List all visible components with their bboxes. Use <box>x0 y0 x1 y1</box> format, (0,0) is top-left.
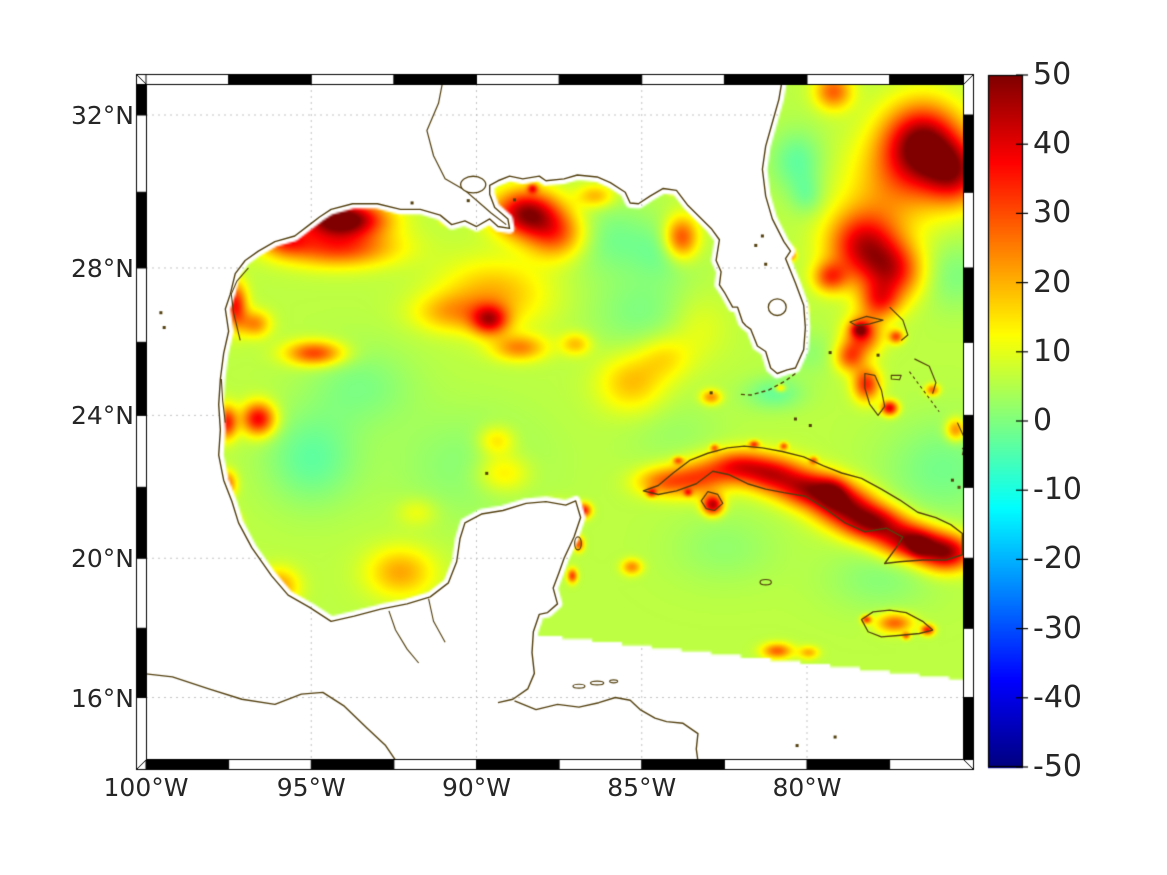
lat-tick-label: 16°N <box>70 683 134 713</box>
colorbar-tick-label: -40 <box>1033 679 1082 715</box>
lat-tick-label: 24°N <box>70 401 134 431</box>
colorbar-tick-label: 20 <box>1033 264 1072 300</box>
lon-tick-label: 80°W <box>772 773 842 802</box>
lon-tick-label: 85°W <box>607 773 677 802</box>
colorbar-tick-label: 0 <box>1033 403 1053 438</box>
colorbar-tick-label: 50 <box>1033 57 1072 92</box>
lat-tick-label: 28°N <box>70 253 134 283</box>
lon-tick-label: 100°W <box>103 773 189 802</box>
colorbar-tick-label: -10 <box>1033 472 1082 508</box>
lat-tick-label: 20°N <box>70 544 134 574</box>
colorbar-tick-label: 10 <box>1033 333 1072 369</box>
colorbar-tick-label: 30 <box>1033 195 1072 231</box>
colorbar-tick-label: -20 <box>1033 541 1082 577</box>
lat-tick-label: 32°N <box>70 101 134 130</box>
colorbar-tick-label: -50 <box>1033 749 1082 784</box>
lon-tick-label: 90°W <box>441 773 512 802</box>
colorbar-tick-label: -30 <box>1033 610 1082 646</box>
lon-tick-label: 95°W <box>276 773 346 802</box>
colorbar-tick-label: 40 <box>1033 126 1072 162</box>
